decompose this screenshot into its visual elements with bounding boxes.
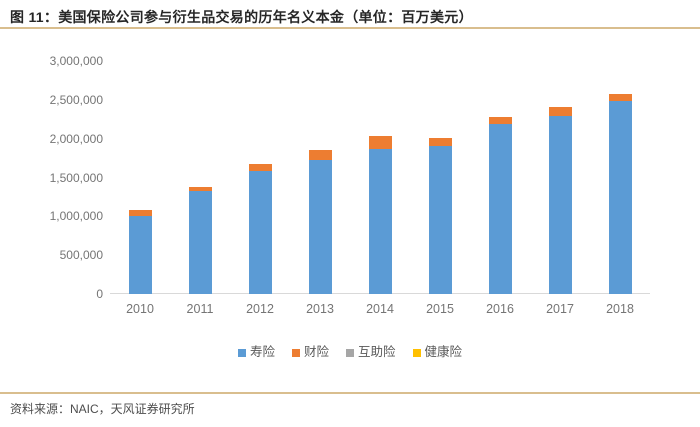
x-axis-tick-label: 2015	[426, 302, 454, 316]
x-axis-tick-label: 2014	[366, 302, 394, 316]
legend-label: 健康险	[424, 345, 463, 359]
bar-segment-财险-2018	[608, 94, 632, 102]
bar-segment-寿险-2014	[368, 148, 392, 294]
y-axis-tick-label: 3,000,000	[49, 54, 103, 68]
legend-swatch-icon	[346, 348, 354, 357]
x-axis-tick-label: 2018	[606, 302, 634, 316]
bar-segment-财险-2016	[488, 116, 512, 125]
bar-segment-寿险-2010	[128, 215, 152, 294]
bar-segment-寿险-2016	[488, 124, 512, 294]
x-axis-tick-label: 2017	[546, 302, 574, 316]
legend-item-财险: 财险	[291, 345, 329, 360]
figure-source: 资料来源：NAIC，天风证券研究所	[10, 402, 195, 416]
bar-segment-寿险-2017	[548, 116, 572, 294]
bar-segment-财险-2014	[368, 136, 392, 149]
bar-segment-寿险-2013	[308, 160, 332, 294]
figure-title: 图 11：美国保险公司参与衍生品交易的历年名义本金（单位：百万美元）	[10, 9, 473, 25]
bar-segment-寿险-2012	[248, 171, 272, 294]
legend-swatch-icon	[412, 348, 421, 357]
source-divider	[0, 392, 700, 394]
x-axis-tick-label: 2013	[306, 302, 334, 316]
x-axis-tick-label: 2010	[126, 302, 154, 316]
y-axis-tick-label: 1,000,000	[49, 209, 103, 224]
legend-item-互助险: 互助险	[346, 345, 396, 360]
bar-segment-财险-2013	[308, 149, 332, 161]
legend-label: 寿险	[249, 345, 275, 359]
legend-item-健康险: 健康险	[412, 345, 463, 360]
legend-swatch-icon	[237, 348, 246, 357]
x-axis-tick-label: 2016	[486, 302, 514, 316]
legend-swatch-icon	[291, 348, 300, 357]
title-divider	[0, 27, 700, 29]
y-axis-tick-label: 500,000	[59, 248, 103, 263]
bar-segment-寿险-2011	[188, 191, 212, 294]
bar-segment-寿险-2015	[428, 146, 452, 294]
bar-segment-财险-2010	[128, 209, 152, 216]
y-axis-tick-label: 2,000,000	[49, 131, 103, 146]
bar-segment-寿险-2018	[608, 101, 632, 294]
legend-item-寿险: 寿险	[237, 345, 275, 360]
y-axis-tick-label: 1,500,000	[49, 170, 103, 185]
bar-segment-财险-2012	[248, 163, 272, 172]
legend-label: 财险	[303, 345, 329, 359]
bar-segment-财险-2017	[548, 106, 572, 117]
y-axis-tick-label: 2,500,000	[49, 92, 103, 107]
chart-legend: 寿险 财险 互助险 健康险	[0, 345, 700, 360]
bar-segment-财险-2015	[428, 137, 452, 147]
x-axis-tick-label: 2012	[246, 302, 274, 316]
x-axis-tick-label: 2011	[186, 302, 214, 316]
legend-label: 互助险	[358, 345, 396, 359]
y-axis-tick-label: 0	[96, 287, 103, 301]
bar-segment-财险-2011	[188, 186, 212, 192]
